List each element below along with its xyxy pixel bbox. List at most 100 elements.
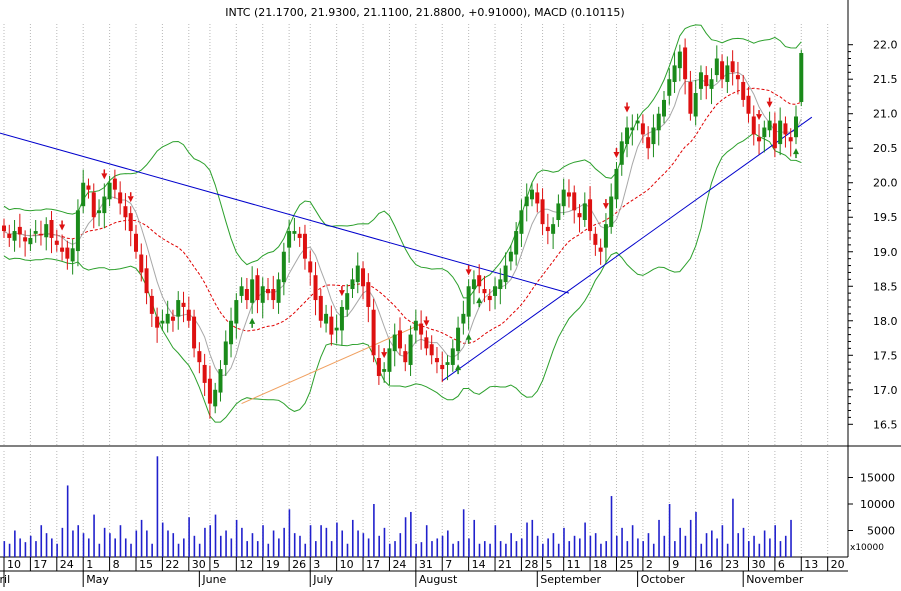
candle-body [704,75,709,87]
volume-bar [573,535,576,557]
volume-bar [658,519,660,557]
candle-body [424,337,429,349]
candle-body [735,75,740,80]
volume-bar [140,519,143,557]
volume-bar [447,530,449,557]
buy-arrow [249,317,256,324]
candle-body [614,168,619,200]
date-tick-label: 11 [567,558,581,571]
candle-body [192,316,197,349]
candle-body [38,233,43,236]
candle-body [160,320,165,324]
date-tick-label: 31 [419,558,433,571]
candle-body [625,127,630,145]
volume-bar [299,535,301,557]
volume-bar [769,538,771,557]
volume-bar [737,533,740,557]
candle-body [598,247,603,252]
volume-bar [235,519,238,557]
candle-body [524,196,529,207]
candle-body [693,93,698,117]
candle-body [366,282,371,307]
volume-bar [373,504,375,557]
volume-bar [568,541,571,557]
date-tick-label: 2 [646,558,653,571]
candle-body [545,226,550,232]
volume-bar [278,538,280,557]
candle-body [577,213,582,218]
volume-bar [341,530,344,557]
volume-bar [135,530,138,557]
candle-body [239,286,244,296]
price-tick-label: 22.0 [873,39,898,52]
trendline-support [441,116,813,382]
date-tick-label: 1 [86,558,93,571]
signal-arrows [59,97,799,375]
candle-body [588,199,593,232]
candle-body [271,289,276,301]
volume-bar [668,504,671,557]
volume-bar [579,538,581,557]
candle-body [619,141,624,165]
date-tick-label: 5 [213,558,220,571]
volume-axis: 5000 10000 15000 x10000 [848,472,895,553]
buy-arrow [476,297,483,304]
volume-bars [3,456,792,557]
candle-body [514,231,519,255]
volume-bar [177,543,180,557]
volume-bar [225,530,227,557]
volume-bar [716,538,718,557]
volume-bar [230,538,233,557]
volume-bar [542,543,544,557]
candle-body [107,182,112,200]
volume-bar [589,535,592,557]
volume-bar [283,527,285,557]
volume-bar [204,527,206,557]
moving-average-20 [3,87,802,344]
candle-body [794,116,798,138]
volume-bar [711,530,713,557]
month-tick-label: September [540,573,601,586]
volume-bar [56,543,58,557]
volume-bar [293,533,296,557]
candle-body [635,120,640,124]
month-tick-label: May [86,573,109,586]
volume-bar [188,517,190,557]
candle-body [566,192,571,197]
month-tick-label: July [312,573,333,586]
candle-body [308,261,313,273]
candle-body [70,248,75,262]
candle-body [118,192,123,204]
candle-body [456,327,461,352]
volume-bar [357,530,359,557]
candle-body [751,116,756,135]
candle-body [582,203,587,221]
price-tick-label: 18.0 [873,315,898,328]
volume-bar [320,525,322,557]
candle-body [746,95,751,114]
date-tick-label: 8 [113,558,120,571]
candle-body [778,120,783,145]
volume-bar [336,522,338,557]
volume-bar [663,535,666,557]
candle-body [530,189,534,200]
volume-bar [605,541,608,557]
candle-body [593,233,598,245]
volume-bar [156,456,159,557]
volume-bar [536,535,539,557]
volume-bar [420,542,423,557]
volume-bar [726,543,729,557]
candle-body [403,351,408,363]
candle-body [767,120,772,131]
volume-bar [124,538,127,557]
candle-body [123,206,128,218]
volume-bar [489,543,491,557]
date-tick-label: 25 [619,558,633,571]
date-tick-label: 16 [699,558,713,571]
price-tick-label: 20.5 [873,142,898,155]
sell-arrow [381,352,388,359]
candle-body [556,203,561,221]
date-tick-label: 12 [239,558,253,571]
sell-arrow [465,269,472,276]
